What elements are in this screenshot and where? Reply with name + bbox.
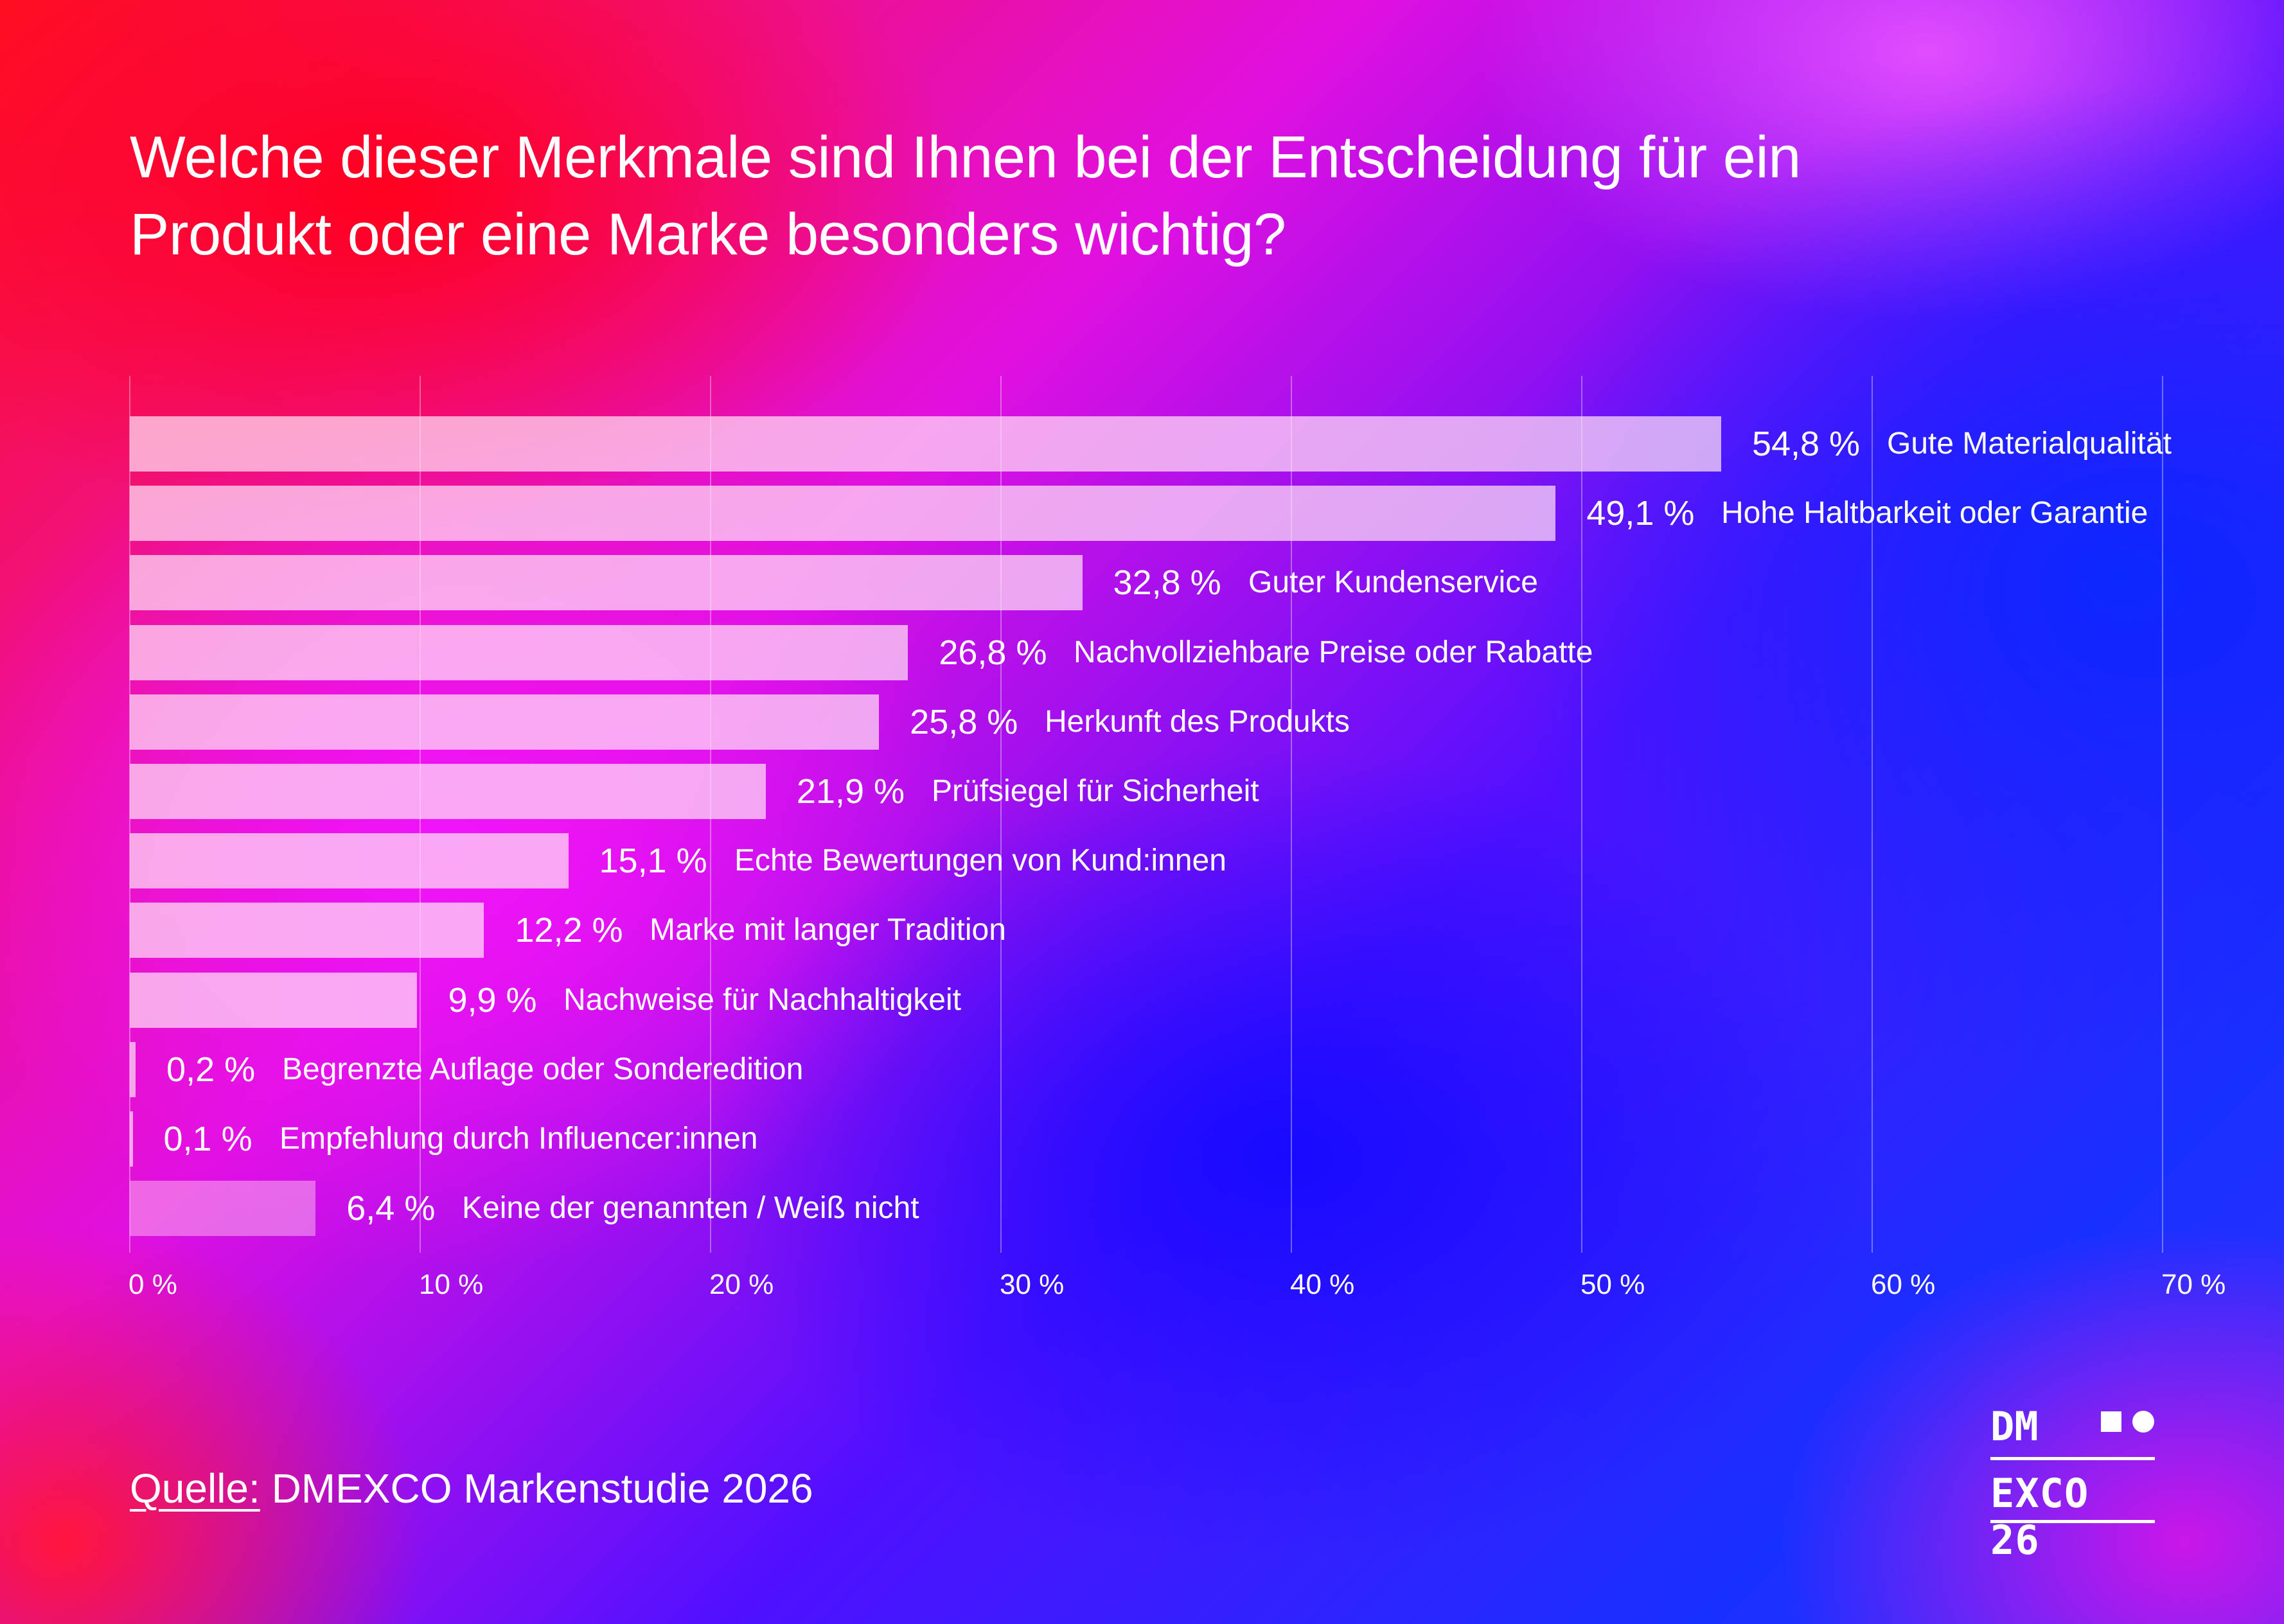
bar	[130, 972, 418, 1028]
dmexco-logo: DM EXCO 26	[1990, 1403, 2155, 1564]
bar-category-label: Nachvollziehbare Preise oder Rabatte	[1074, 635, 1593, 669]
gridline	[1581, 376, 1582, 1253]
x-tick-label: 20 %	[709, 1269, 774, 1300]
x-tick-label: 40 %	[1290, 1269, 1355, 1300]
bar-category-label: Nachweise für Nachhaltigkeit	[563, 982, 961, 1017]
bar-value-label: 21,9 %	[796, 772, 905, 811]
chart-title: Welche dieser Merkmale sind Ihnen bei de…	[130, 119, 1801, 273]
bar	[130, 1181, 316, 1237]
bar	[130, 833, 569, 889]
bar-category-label: Prüfsiegel für Sicherheit	[932, 774, 1259, 808]
gridline	[1000, 376, 1002, 1253]
logo-text-exco: EXCO 26	[1990, 1470, 2089, 1564]
bar-value-label: 32,8 %	[1113, 563, 1221, 603]
gridline	[1291, 376, 1292, 1253]
logo-text-dm: DM	[1990, 1403, 2039, 1450]
bar-value-label: 0,1 %	[163, 1120, 252, 1158]
bar-value-label: 49,1 %	[1586, 494, 1695, 533]
bar	[130, 486, 1556, 542]
source-prefix: Quelle:	[130, 1465, 260, 1512]
bar-category-label: Echte Bewertungen von Kund:innen	[734, 843, 1226, 878]
bar-category-label: Guter Kundenservice	[1248, 565, 1538, 600]
bar-category-label: Marke mit langer Tradition	[650, 913, 1006, 948]
bar	[130, 694, 880, 750]
source-note: Quelle: DMEXCO Markenstudie 2026	[130, 1465, 813, 1512]
bar	[130, 903, 484, 958]
bar-value-label: 12,2 %	[515, 911, 623, 950]
bar-value-label: 0,2 %	[166, 1050, 256, 1089]
x-tick-label: 0 %	[128, 1269, 177, 1300]
logo-divider	[1990, 1520, 2155, 1523]
bar-category-label: Empfehlung durch Influencer:innen	[279, 1122, 758, 1156]
bar	[130, 624, 908, 680]
bar-value-label: 9,9 %	[448, 980, 537, 1019]
bar-category-label: Hohe Haltbarkeit oder Garantie	[1721, 496, 2148, 531]
bar-category-label: Herkunft des Produkts	[1045, 704, 1350, 739]
bar	[130, 416, 1721, 472]
x-tick-label: 10 %	[419, 1269, 484, 1300]
logo-divider	[1990, 1457, 2155, 1460]
bar-category-label: Gute Materialqualität	[1887, 427, 2172, 461]
bar-value-label: 25,8 %	[910, 702, 1018, 741]
x-tick-label: 70 %	[2161, 1269, 2226, 1300]
x-tick-label: 60 %	[1871, 1269, 1936, 1300]
source-text: DMEXCO Markenstudie 2026	[271, 1465, 813, 1512]
x-tick-label: 30 %	[1000, 1269, 1065, 1300]
bar	[130, 555, 1083, 611]
bar-value-label: 54,8 %	[1751, 425, 1861, 463]
gridline	[1872, 376, 1873, 1253]
bar-value-label: 26,8 %	[939, 633, 1047, 672]
bar-value-label: 6,4 %	[346, 1189, 436, 1228]
bar	[130, 1111, 133, 1167]
title-line-2: Produkt oder eine Marke besonders wichti…	[130, 202, 1286, 267]
x-tick-label: 50 %	[1580, 1269, 1645, 1300]
logo-square-icon	[2101, 1411, 2121, 1432]
bar-category-label: Keine der genannten / Weiß nicht	[462, 1191, 919, 1226]
bar-category-label: Begrenzte Auflage oder Sonderedition	[282, 1052, 804, 1086]
bar	[130, 1041, 136, 1097]
bar	[130, 764, 766, 819]
bar-value-label: 15,1 %	[599, 842, 707, 881]
logo-circle-icon	[2132, 1411, 2154, 1433]
title-line-1: Welche dieser Merkmale sind Ihnen bei de…	[130, 125, 1801, 190]
gridline	[2162, 376, 2163, 1253]
